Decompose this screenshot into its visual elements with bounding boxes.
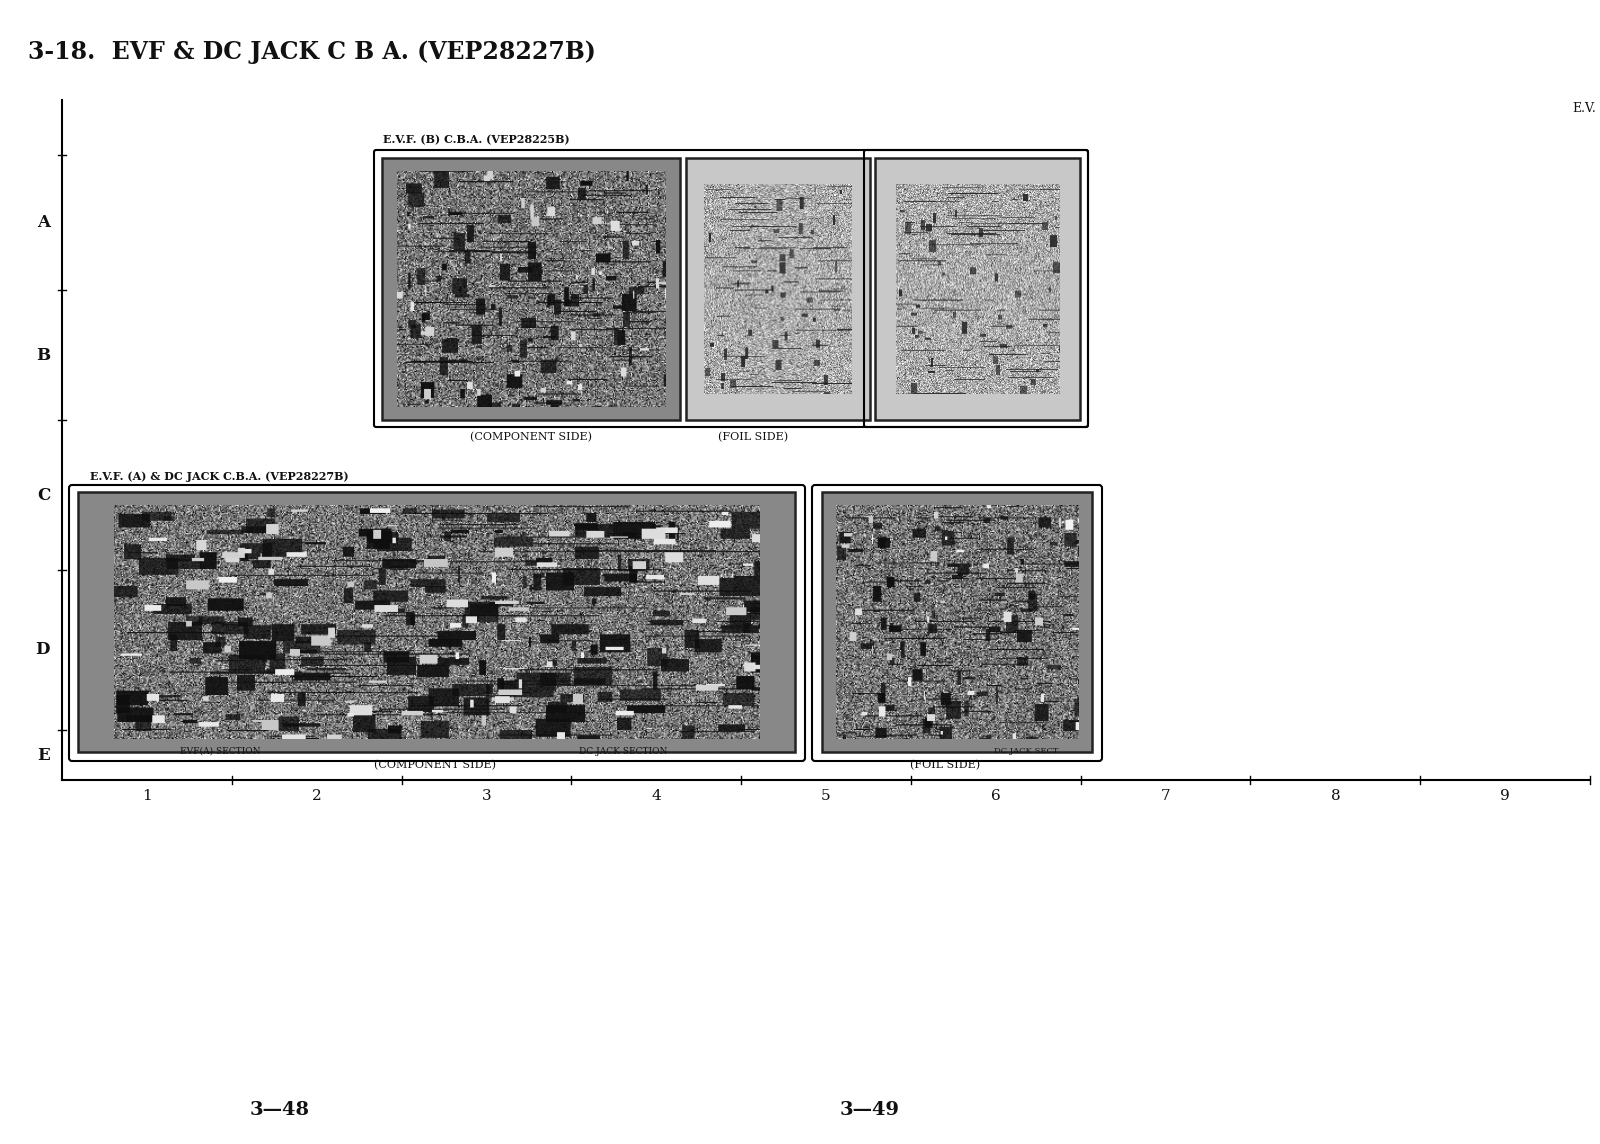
Text: EVF(A) SECTION: EVF(A) SECTION [179, 747, 261, 756]
Text: 6: 6 [990, 789, 1000, 803]
Text: B: B [35, 347, 50, 364]
Text: E.V.F. (A) & DC JACK C.B.A. (VEP28227B): E.V.F. (A) & DC JACK C.B.A. (VEP28227B) [90, 471, 349, 482]
Text: (FOIL SIDE): (FOIL SIDE) [910, 760, 981, 770]
Text: 3-18.  EVF & DC JACK C B A. (VEP28227B): 3-18. EVF & DC JACK C B A. (VEP28227B) [29, 40, 595, 64]
Text: 2: 2 [312, 789, 322, 803]
Text: 9: 9 [1501, 789, 1510, 803]
Text: 3—48: 3—48 [250, 1101, 310, 1119]
Text: (COMPONENT SIDE): (COMPONENT SIDE) [470, 432, 592, 443]
Text: 1: 1 [142, 789, 152, 803]
Text: (COMPONENT SIDE): (COMPONENT SIDE) [374, 760, 496, 770]
Text: A: A [37, 214, 50, 231]
Text: 7: 7 [1160, 789, 1170, 803]
Text: (FOIL SIDE): (FOIL SIDE) [718, 432, 789, 443]
Text: 3—49: 3—49 [840, 1101, 899, 1119]
Text: DC JACK SECT: DC JACK SECT [994, 747, 1058, 755]
Bar [382, 158, 680, 420]
Text: D: D [35, 642, 50, 659]
Text: E: E [37, 747, 50, 763]
Text: E.V.: E.V. [1571, 102, 1595, 114]
Bar [686, 158, 870, 420]
Bar [875, 158, 1080, 420]
Text: DC JACK SECTION: DC JACK SECTION [579, 747, 667, 756]
Text: 3: 3 [482, 789, 491, 803]
Text: 4: 4 [651, 789, 661, 803]
Text: 5: 5 [821, 789, 830, 803]
Text: C: C [37, 486, 50, 503]
Text: E.V.F. (B) C.B.A. (VEP28225B): E.V.F. (B) C.B.A. (VEP28225B) [382, 134, 570, 145]
Bar [822, 492, 1091, 752]
Text: 8: 8 [1331, 789, 1341, 803]
Bar [78, 492, 795, 752]
